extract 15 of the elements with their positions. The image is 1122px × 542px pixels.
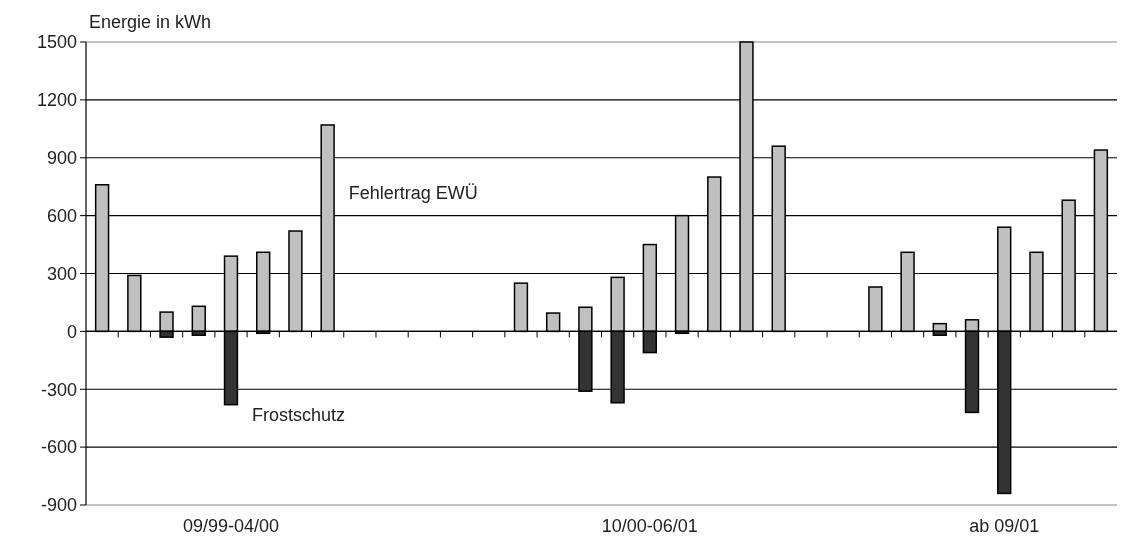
y-tick-label: 300 (46, 263, 77, 284)
y-tick-label: -900 (40, 495, 77, 516)
series-label: Frostschutz (252, 404, 346, 425)
y-tick-label: 600 (46, 205, 77, 226)
y-tick-label: -600 (40, 437, 77, 458)
x-tick-label: 09/99-04/00 (182, 516, 280, 536)
series-label: Fehlertrag EWÜ (348, 182, 478, 203)
y-tick-label: 0 (66, 321, 77, 342)
y-tick-label: 900 (46, 148, 77, 169)
x-tick-label: ab 09/01 (969, 516, 1040, 536)
y-tick-label: 1200 (36, 90, 77, 111)
y-tick-label: -300 (40, 379, 77, 400)
y-tick-label: 1500 (36, 32, 77, 53)
y-axis-title: Energie in kWh (89, 12, 212, 32)
x-tick-label: 10/00-06/01 (601, 516, 698, 536)
